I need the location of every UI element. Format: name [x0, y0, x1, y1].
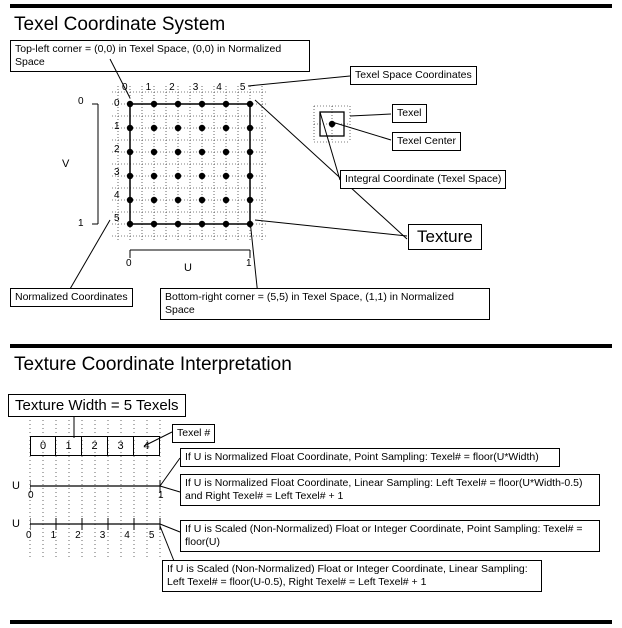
- col-label: 5: [240, 82, 246, 93]
- tick: 0: [26, 530, 32, 541]
- row-label: 2: [114, 144, 120, 155]
- col-label: 4: [216, 82, 222, 93]
- tick: 4: [124, 530, 130, 541]
- box-texel-space-coords: Texel Space Coordinates: [350, 66, 477, 85]
- texel-cell: 4: [134, 436, 160, 456]
- rule-4: If U is Scaled (Non-Normalized) Float or…: [162, 560, 542, 592]
- box-texel-num: Texel #: [172, 424, 215, 443]
- box-texture: Texture: [408, 224, 482, 250]
- row-label: 4: [114, 190, 120, 201]
- rule-2: If U is Normalized Float Coordinate, Lin…: [180, 474, 600, 506]
- tick: 5: [149, 530, 155, 541]
- texel-row: 0 1 2 3 4: [30, 436, 160, 456]
- single-texel: [310, 102, 360, 152]
- box-bottom-right: Bottom-right corner = (5,5) in Texel Spa…: [160, 288, 490, 320]
- texel-grid: [106, 80, 296, 270]
- section1-title: Texel Coordinate System: [14, 14, 608, 36]
- section2-title: Texture Coordinate Interpretation: [14, 354, 608, 376]
- tick: 3: [100, 530, 106, 541]
- box-texel-center: Texel Center: [392, 132, 461, 151]
- grid-row-labels: 0 1 2 3 4 5: [114, 98, 120, 224]
- texel-cell: 1: [56, 436, 82, 456]
- col-label: 0: [122, 82, 128, 93]
- texel-cell: 0: [30, 436, 56, 456]
- tick: 1: [51, 530, 57, 541]
- col-label: 3: [193, 82, 199, 93]
- col-label: 1: [146, 82, 152, 93]
- col-label: 2: [169, 82, 175, 93]
- axis-norm: [30, 480, 170, 498]
- tick: 2: [75, 530, 81, 541]
- section2-canvas: Texture Width = 5 Texels 0 1 2 3 4 Texel…: [8, 380, 614, 616]
- rule-1: If U is Normalized Float Coordinate, Poi…: [180, 448, 560, 467]
- axis-norm-1: 1: [158, 490, 164, 501]
- section1-canvas: Top-left corner = (0,0) in Texel Space, …: [10, 40, 612, 340]
- norm-u-0: 0: [126, 258, 132, 269]
- texel-cell: 2: [82, 436, 108, 456]
- row-label: 0: [114, 98, 120, 109]
- norm-v-axis: [88, 102, 102, 228]
- box-normalized-coords: Normalized Coordinates: [10, 288, 133, 307]
- norm-u-1: 1: [246, 258, 252, 269]
- axis-scaled-ticks: 0 1 2 3 4 5: [26, 530, 154, 541]
- axis-norm-0: 0: [28, 490, 34, 501]
- row-label: 5: [114, 213, 120, 224]
- rule-bottom: [10, 620, 612, 624]
- v-axis-label: V: [62, 158, 69, 170]
- u-axis-label: U: [184, 262, 192, 274]
- row-label: 1: [114, 121, 120, 132]
- norm-v-0: 0: [78, 96, 84, 107]
- u-label-1: U: [12, 480, 20, 492]
- u-label-2: U: [12, 518, 20, 530]
- texel-cell: 3: [108, 436, 134, 456]
- rule-top: [10, 4, 612, 8]
- box-texel: Texel: [392, 104, 427, 123]
- norm-v-1: 1: [78, 218, 84, 229]
- row-label: 3: [114, 167, 120, 178]
- rule-mid: [10, 344, 612, 348]
- rule-3: If U is Scaled (Non-Normalized) Float or…: [180, 520, 600, 552]
- norm-u-axis: [128, 248, 254, 260]
- grid-col-labels: 0 1 2 3 4 5: [122, 82, 245, 93]
- box-integral-coord: Integral Coordinate (Texel Space): [340, 170, 506, 189]
